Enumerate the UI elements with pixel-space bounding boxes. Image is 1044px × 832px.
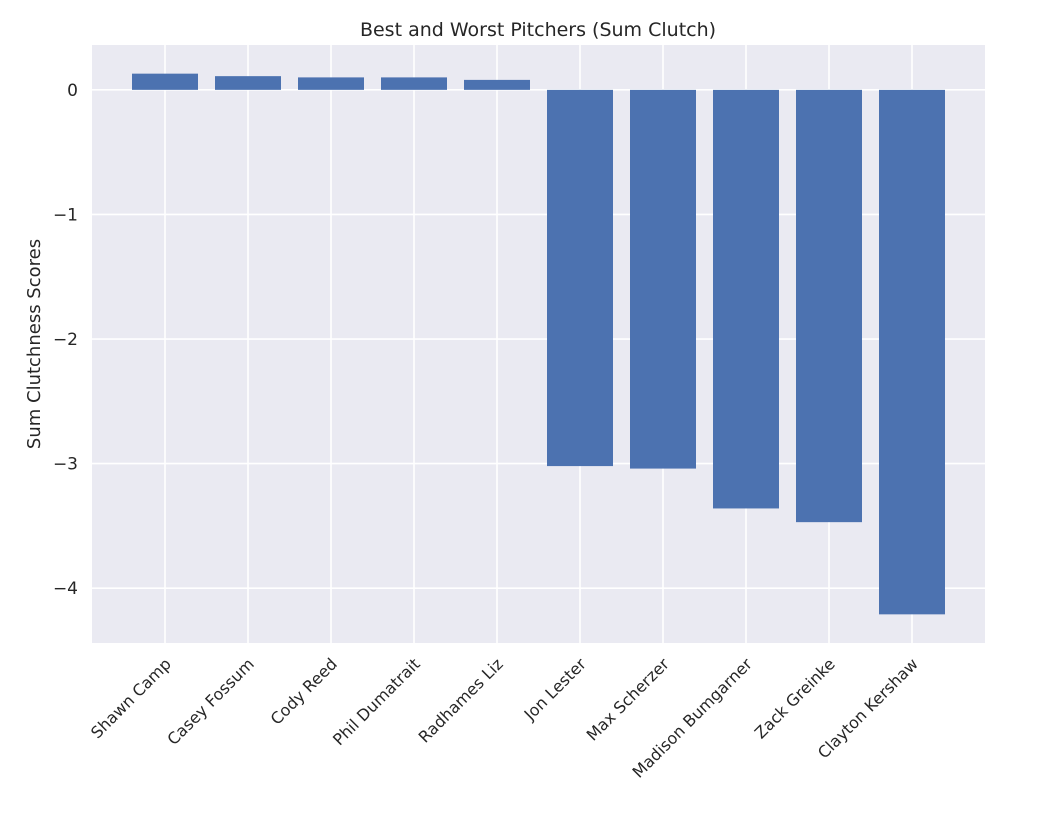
bar [879, 89, 945, 615]
x-tick-label: Zack Greinke [751, 654, 839, 742]
y-tick-label: −1 [53, 205, 78, 225]
x-tick-label: Jon Lester [520, 654, 590, 724]
y-tick-labels: 0 −1 −2 −3 −4 [53, 81, 78, 599]
x-tick-label: Shawn Camp [87, 654, 175, 742]
y-tick-label: −2 [53, 330, 78, 350]
chart-title: Best and Worst Pitchers (Sum Clutch) [360, 19, 716, 41]
bars [132, 73, 945, 615]
bar [215, 76, 281, 90]
bar [464, 79, 530, 90]
x-tick-label: Phil Dumatrait [329, 654, 424, 749]
bar [713, 89, 779, 509]
x-tick-label: Radhames Liz [415, 654, 507, 746]
x-tick-label: Max Scherzer [583, 654, 673, 744]
y-tick-label: −4 [53, 579, 78, 599]
bar [547, 89, 613, 467]
bar [381, 77, 447, 90]
bar [298, 77, 364, 90]
y-tick-label: 0 [67, 81, 78, 101]
y-tick-label: −3 [53, 455, 78, 475]
bar [796, 89, 862, 523]
bar [630, 89, 696, 469]
bar [132, 73, 198, 90]
x-tick-label: Casey Fossum [163, 654, 257, 748]
x-tick-label: Cody Reed [267, 654, 341, 728]
y-axis-label: Sum Clutchness Scores [24, 239, 45, 449]
